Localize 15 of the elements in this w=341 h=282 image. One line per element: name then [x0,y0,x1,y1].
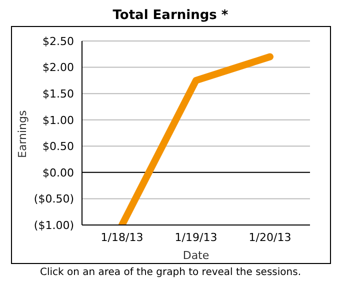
chart-title: Total Earnings * [112,8,230,25]
y-tick-label: ($1.00) [34,218,74,232]
text: Click on an area of the graph to reveal the sessions. [38,267,302,278]
x-tick-label: 1/20/13 [248,230,292,244]
x-tick-label: 1/18/13 [100,230,144,244]
y-axis-title: Earnings [16,110,29,158]
x-tick-label: 1/19/13 [174,230,218,244]
y-tick-label: $0.00 [42,166,74,180]
x-axis-title: Date [182,249,210,262]
y-tick-label: $2.50 [42,34,74,48]
y-tick-label: $1.00 [42,114,74,127]
y-tick-label: $2.00 [42,61,74,74]
y-tick-label: ($0.50) [34,192,74,206]
y-tick-label: $0.50 [42,140,74,154]
y-tick-label: $1.50 [42,87,74,100]
